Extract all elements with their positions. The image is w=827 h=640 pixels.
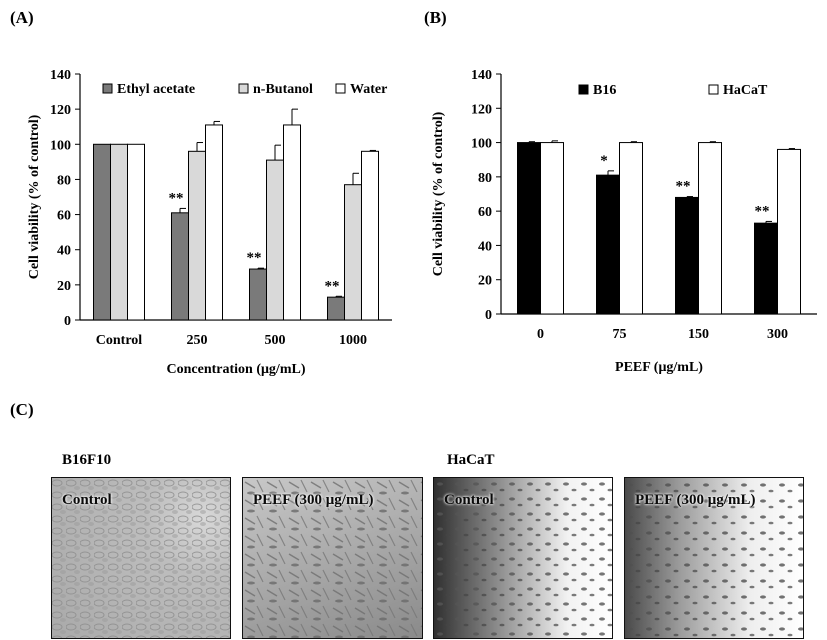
panel-label-a: (A) xyxy=(10,8,34,27)
significance-label: ** xyxy=(169,190,184,206)
x-axis-label: Concentration (μg/mL) xyxy=(167,362,306,377)
bar xyxy=(110,143,128,321)
y-tick-label: 40 xyxy=(57,244,71,259)
bar xyxy=(517,142,541,315)
x-tick-label: 300 xyxy=(767,327,788,342)
y-tick-label: 20 xyxy=(57,279,71,294)
bar xyxy=(249,268,267,321)
micrograph-caption: PEEF (300 μg/mL) xyxy=(635,492,756,508)
bar xyxy=(327,296,345,321)
significance-label: ** xyxy=(676,179,691,195)
bar xyxy=(171,212,189,321)
y-tick-label: 140 xyxy=(50,68,71,83)
significance-label: ** xyxy=(247,250,262,266)
y-tick-label: 140 xyxy=(471,68,492,83)
bar xyxy=(344,184,362,321)
legend-label: B16 xyxy=(593,83,616,98)
panel-label-b: (B) xyxy=(424,8,447,27)
bar xyxy=(188,150,206,321)
x-tick-label: 1000 xyxy=(339,333,367,348)
bar xyxy=(675,196,699,315)
micrograph-hacat-control: Control xyxy=(433,477,613,639)
cell-texture xyxy=(434,478,612,638)
bar xyxy=(93,143,111,321)
y-axis-label: Cell viability (% of control) xyxy=(27,114,42,279)
cell-texture xyxy=(625,478,803,638)
legend-label: Ethyl acetate xyxy=(117,82,195,97)
y-tick-label: 0 xyxy=(64,314,71,329)
y-tick-label: 60 xyxy=(478,205,492,220)
y-tick-label: 120 xyxy=(50,103,71,118)
y-tick-label: 100 xyxy=(50,138,71,153)
chart-a: 0 20 40 60 80 100 120 140 Cell viability (% of c… xyxy=(27,68,392,377)
legend-label: Water xyxy=(350,82,387,97)
micrograph-caption: PEEF (300 μg/mL) xyxy=(253,492,374,508)
y-tick-label: 0 xyxy=(485,308,492,323)
x-tick-label: 150 xyxy=(688,327,709,342)
legend-swatch xyxy=(708,84,719,95)
legend-swatch xyxy=(102,83,113,94)
cell-texture xyxy=(243,478,422,638)
y-tick-label: 80 xyxy=(478,171,492,186)
panel-label-c: (C) xyxy=(10,400,34,419)
micrograph-b16f10-peef: PEEF (300 μg/mL) xyxy=(242,477,423,639)
bar xyxy=(698,142,722,315)
bar xyxy=(127,143,145,321)
cell-texture xyxy=(52,478,230,638)
significance-label: ** xyxy=(755,203,770,219)
x-tick-label: 250 xyxy=(187,333,208,348)
micrograph-caption: Control xyxy=(62,492,112,508)
y-tick-label: 120 xyxy=(471,102,492,117)
bar xyxy=(754,222,778,315)
y-tick-label: 40 xyxy=(478,239,492,254)
bar xyxy=(596,174,620,315)
legend-label: HaCaT xyxy=(723,83,768,98)
legend-swatch xyxy=(238,83,249,94)
micrograph-caption: Control xyxy=(444,492,494,508)
legend-swatch xyxy=(335,83,346,94)
chart-b: 0 20 40 60 80 100 120 140 Cell viability (% of c… xyxy=(431,68,817,375)
micrograph-hacat-peef: PEEF (300 μg/mL) xyxy=(624,477,804,639)
y-tick-label: 20 xyxy=(478,274,492,289)
bar xyxy=(361,150,379,321)
bar xyxy=(266,159,284,321)
bar xyxy=(619,142,643,315)
group-label-b16f10: B16F10 xyxy=(62,452,112,468)
micrograph-b16f10-control: Control xyxy=(51,477,231,639)
bar xyxy=(777,148,801,315)
bar xyxy=(205,124,223,321)
significance-label: ** xyxy=(325,278,340,294)
y-tick-label: 60 xyxy=(57,209,71,224)
x-axis-label: PEEF (μg/mL) xyxy=(615,360,703,375)
bar xyxy=(540,142,564,315)
x-tick-label: 75 xyxy=(613,327,627,342)
y-tick-label: 80 xyxy=(57,173,71,188)
x-tick-label: 500 xyxy=(265,333,286,348)
bar xyxy=(283,124,301,321)
x-tick-label: Control xyxy=(96,333,143,348)
legend-label: n-Butanol xyxy=(253,82,313,97)
group-label-hacat: HaCaT xyxy=(447,452,495,468)
y-axis-label: Cell viability (% of control) xyxy=(431,111,446,276)
y-tick-label: 100 xyxy=(471,137,492,152)
legend-swatch xyxy=(578,84,589,95)
significance-label: * xyxy=(600,153,608,169)
x-tick-label: 0 xyxy=(537,327,544,342)
